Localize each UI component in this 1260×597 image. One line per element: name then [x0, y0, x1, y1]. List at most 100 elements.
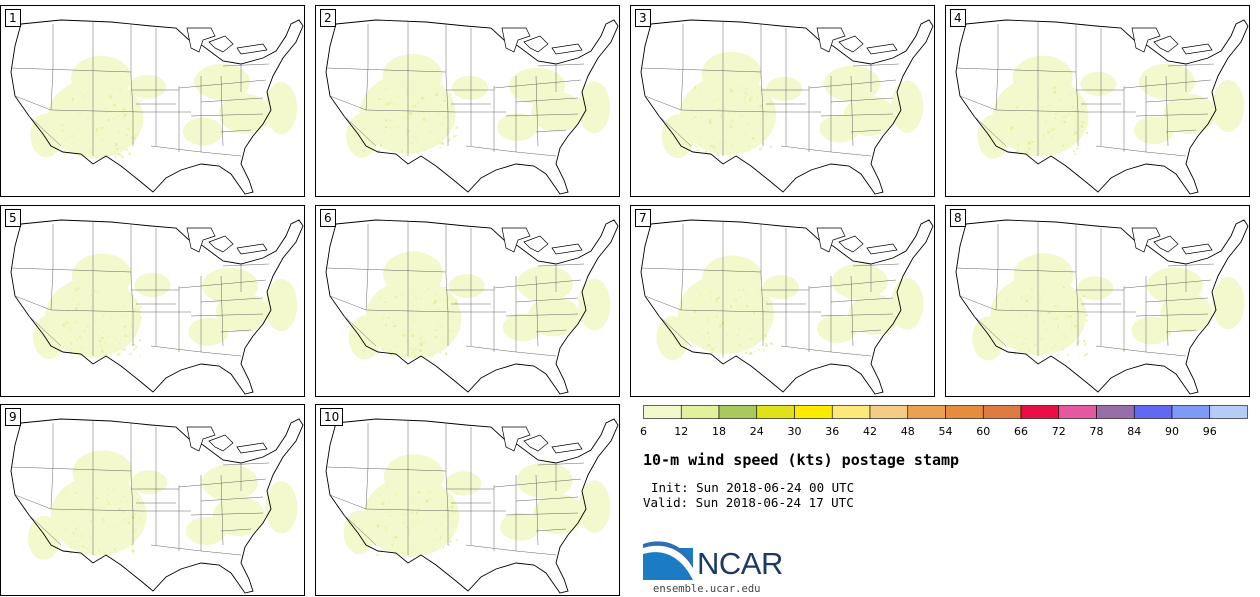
wind-field-shading — [1163, 94, 1216, 135]
wind-field-speckle — [93, 124, 95, 127]
wind-field-speckle — [720, 305, 723, 307]
wind-field-speckle — [118, 508, 121, 511]
wind-field-speckle — [100, 511, 102, 514]
wind-field-shading — [30, 113, 63, 158]
wind-field-speckle — [104, 342, 107, 345]
state-border — [150, 345, 202, 353]
wind-field-speckle — [713, 145, 715, 149]
wind-field-speckle — [762, 348, 765, 351]
wind-field-speckle — [98, 334, 101, 338]
state-border — [515, 97, 579, 103]
state-border — [28, 514, 62, 546]
state-border — [955, 67, 1077, 73]
wind-field-speckle — [452, 316, 455, 318]
state-border — [190, 512, 264, 516]
wind-field-speckle — [131, 128, 134, 130]
wind-field-speckle — [1017, 100, 1020, 102]
wind-field-speckle — [749, 338, 753, 340]
wind-field-speckle — [88, 511, 91, 513]
state-border — [50, 67, 54, 111]
state-border — [222, 462, 270, 466]
wind-field-speckle — [61, 124, 64, 126]
wind-field-speckle — [1029, 102, 1031, 106]
wind-field-speckle — [79, 92, 82, 95]
wind-field-speckle — [452, 511, 456, 514]
wind-field-speckle — [435, 329, 438, 332]
wind-field-speckle — [452, 329, 455, 332]
wind-field-shading — [445, 471, 482, 496]
wind-field-speckle — [1054, 344, 1058, 348]
colorbar-tick-label: 6 — [640, 425, 647, 438]
state-border — [220, 474, 224, 546]
wind-field-speckle — [407, 530, 410, 533]
wind-field-speckle — [411, 497, 414, 499]
wind-field-speckle — [81, 346, 84, 349]
wind-field-speckle — [132, 531, 135, 534]
wind-field-speckle — [111, 153, 115, 155]
wind-field-speckle — [393, 325, 397, 327]
wind-field-speckle — [75, 307, 78, 311]
wind-field-speckle — [408, 155, 411, 157]
wind-field-speckle — [770, 342, 773, 345]
wind-field-speckle — [1029, 297, 1032, 299]
wind-field-speckle — [440, 535, 442, 538]
state-border — [220, 528, 252, 532]
state-border — [830, 297, 894, 303]
wind-field-speckle — [75, 492, 77, 494]
wind-field-speckle — [101, 337, 105, 340]
wind-field-shading — [531, 91, 584, 132]
wind-field-speckle — [392, 347, 394, 349]
wind-field-speckle — [376, 115, 379, 117]
wind-field-speckle — [402, 521, 405, 525]
state-border — [365, 109, 457, 113]
wind-field-speckle — [1063, 333, 1065, 335]
wind-field-shading — [265, 82, 298, 135]
wind-field-speckle — [1068, 315, 1072, 318]
state-border — [365, 466, 369, 510]
wind-field-speckle — [1031, 141, 1034, 143]
wind-field-speckle — [765, 301, 768, 303]
wind-field-speckle — [763, 338, 766, 340]
wind-field-speckle — [409, 328, 413, 332]
wind-field-speckle — [743, 100, 746, 104]
wind-field-speckle — [1025, 295, 1028, 297]
wind-field-speckle — [411, 511, 414, 515]
wind-field-speckle — [754, 351, 756, 353]
wind-field-speckle — [89, 515, 91, 517]
wind-field-speckle — [726, 334, 729, 336]
wind-field-speckle — [439, 142, 442, 144]
wind-field-speckle — [452, 115, 455, 118]
wind-field-speckle — [1045, 348, 1048, 350]
wind-field-speckle — [103, 551, 107, 554]
wind-field-speckle — [1062, 144, 1065, 147]
wind-field-speckle — [419, 349, 422, 352]
wind-field-speckle — [108, 343, 110, 346]
wind-field-shading — [819, 114, 860, 143]
state-border — [200, 151, 242, 157]
state-border — [1095, 145, 1147, 153]
wind-field-speckle — [1006, 123, 1009, 125]
wind-field-speckle — [738, 333, 740, 336]
wind-field-speckle — [744, 351, 748, 354]
wind-field-speckle — [426, 490, 429, 493]
wind-field-speckle — [430, 99, 433, 102]
wind-field-speckle — [753, 312, 755, 314]
wind-field-speckle — [139, 99, 143, 102]
wind-field-speckle — [1024, 337, 1027, 340]
state-border — [852, 63, 900, 67]
plot-title: 10-m wind speed (kts) postage stamp — [643, 451, 960, 469]
wind-field-speckle — [1044, 120, 1047, 123]
state-border — [995, 267, 999, 311]
init-time: Init: Sun 2018-06-24 00 UTC — [651, 480, 855, 495]
state-border — [325, 267, 447, 273]
wind-field-speckle — [1049, 112, 1051, 115]
wind-field-speckle — [91, 307, 93, 309]
wind-field-speckle — [139, 519, 143, 522]
wind-field-speckle — [131, 93, 135, 96]
wind-field-speckle — [437, 308, 440, 311]
wind-field-speckle — [102, 504, 105, 507]
coastline — [325, 19, 619, 195]
wind-field-shading — [265, 279, 298, 332]
member-label: 7 — [635, 209, 651, 227]
wind-field-speckle — [102, 330, 105, 333]
